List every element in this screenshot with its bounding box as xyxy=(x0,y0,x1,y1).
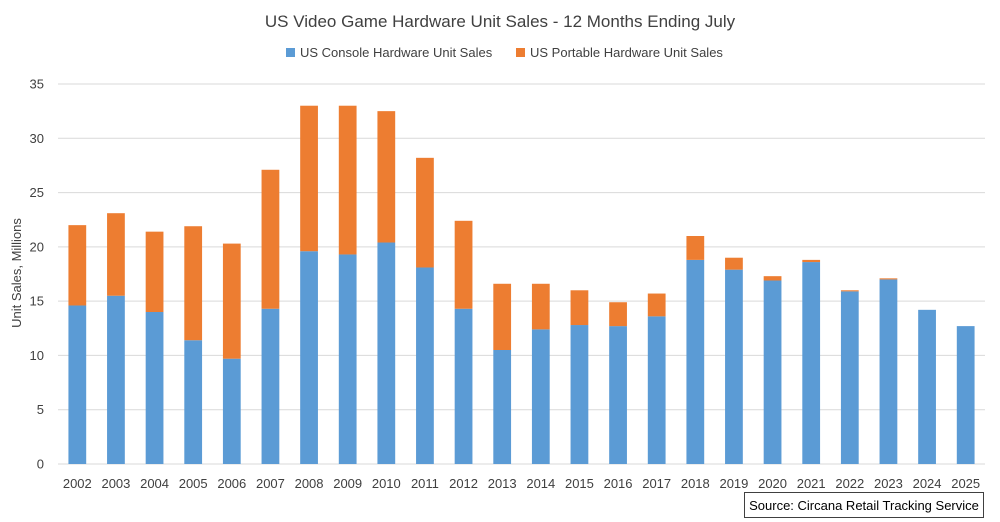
console-bar-2006 xyxy=(222,358,241,464)
x-tick-label: 2010 xyxy=(372,476,401,491)
console-bar-2003 xyxy=(107,295,125,464)
y-tick-label: 10 xyxy=(30,348,44,363)
portable-bar-2021 xyxy=(802,259,821,263)
y-tick-label: 30 xyxy=(30,131,44,146)
console-bar-2010 xyxy=(377,242,396,464)
console-bar-2014 xyxy=(531,329,550,464)
y-tick-label: 0 xyxy=(37,457,44,472)
console-bar-2008 xyxy=(300,251,318,464)
gridlines xyxy=(58,83,985,465)
x-axis-ticks: 2002 2003 2004 2005 2006 2007 2008 2009 2010 2011… xyxy=(63,476,980,491)
x-tick-label: 2009 xyxy=(333,476,362,491)
x-tick-label: 2006 xyxy=(217,476,246,491)
portable-bar-2010 xyxy=(377,111,396,243)
console-bar-2023 xyxy=(879,279,898,464)
x-tick-label: 2005 xyxy=(179,476,208,491)
console-bar-2017 xyxy=(647,316,666,464)
console-bar-2019 xyxy=(725,269,743,464)
portable-bar-2008 xyxy=(300,105,318,252)
portable-bar-2020 xyxy=(763,276,782,281)
y-axis-title: Unit Sales, Millions xyxy=(9,218,24,328)
portable-bar-2019 xyxy=(725,257,743,270)
console-bar-2004 xyxy=(145,312,164,464)
source-note: Source: Circana Retail Tracking Service xyxy=(744,492,984,518)
x-tick-label: 2011 xyxy=(411,476,439,491)
console-bar-2013 xyxy=(493,350,512,464)
portable-bar-2006 xyxy=(222,243,241,359)
y-tick-label: 20 xyxy=(30,239,44,254)
portable-bar-2009 xyxy=(338,105,357,255)
x-tick-label: 2018 xyxy=(681,476,710,491)
portable-bar-2005 xyxy=(184,226,203,341)
bars xyxy=(68,105,975,464)
x-tick-label: 2012 xyxy=(449,476,478,491)
x-tick-label: 2015 xyxy=(565,476,594,491)
console-bar-2012 xyxy=(454,308,473,464)
console-bar-2022 xyxy=(840,291,859,464)
portable-bar-2017 xyxy=(647,293,666,317)
x-tick-label: 2017 xyxy=(642,476,671,491)
x-tick-label: 2007 xyxy=(256,476,285,491)
legend: US Console Hardware Unit Sales US Portab… xyxy=(286,45,723,60)
y-tick-label: 5 xyxy=(37,402,44,417)
portable-bar-2011 xyxy=(416,157,434,268)
x-tick-label: 2004 xyxy=(140,476,169,491)
portable-bar-2002 xyxy=(68,225,87,306)
portable-bar-2004 xyxy=(145,231,164,312)
console-bar-2021 xyxy=(802,262,821,464)
y-tick-label: 15 xyxy=(30,294,44,309)
x-tick-label: 2016 xyxy=(604,476,633,491)
y-axis-ticks: 0 5 10 15 20 25 30 35 xyxy=(30,77,44,472)
portable-bar-2003 xyxy=(107,213,125,296)
y-tick-label: 25 xyxy=(30,185,44,200)
x-tick-label: 2020 xyxy=(758,476,787,491)
x-tick-label: 2003 xyxy=(101,476,130,491)
x-tick-label: 2024 xyxy=(913,476,942,491)
chart-title: US Video Game Hardware Unit Sales - 12 M… xyxy=(265,12,736,31)
x-tick-label: 2021 xyxy=(797,476,826,491)
legend-swatch-portable xyxy=(516,48,525,57)
portable-bar-2023 xyxy=(879,278,898,280)
legend-label-portable: US Portable Hardware Unit Sales xyxy=(530,45,723,60)
legend-swatch-console xyxy=(286,48,295,57)
x-tick-label: 2002 xyxy=(63,476,92,491)
console-bar-2015 xyxy=(570,325,589,464)
x-tick-label: 2025 xyxy=(951,476,980,491)
x-tick-label: 2023 xyxy=(874,476,903,491)
y-tick-label: 35 xyxy=(30,77,44,92)
console-bar-2005 xyxy=(184,340,203,464)
x-tick-label: 2013 xyxy=(488,476,517,491)
console-bar-2020 xyxy=(763,280,782,464)
console-bar-2002 xyxy=(68,305,87,464)
console-bar-2009 xyxy=(338,254,357,464)
portable-bar-2018 xyxy=(686,236,705,260)
x-tick-label: 2022 xyxy=(835,476,864,491)
legend-label-console: US Console Hardware Unit Sales xyxy=(300,45,493,60)
x-tick-label: 2008 xyxy=(295,476,324,491)
portable-bar-2022 xyxy=(840,290,859,292)
portable-bar-2012 xyxy=(454,220,473,309)
x-tick-label: 2019 xyxy=(719,476,748,491)
console-bar-2007 xyxy=(261,308,280,464)
portable-bar-2016 xyxy=(609,302,627,327)
portable-bar-2013 xyxy=(493,283,512,350)
portable-bar-2007 xyxy=(261,169,280,309)
console-bar-2016 xyxy=(609,326,627,464)
console-bar-2018 xyxy=(686,259,705,464)
console-bar-2025 xyxy=(956,326,975,464)
portable-bar-2015 xyxy=(570,290,589,326)
console-bar-2011 xyxy=(416,267,434,464)
console-bar-2024 xyxy=(918,309,936,464)
x-tick-label: 2014 xyxy=(526,476,555,491)
portable-bar-2014 xyxy=(531,283,550,330)
